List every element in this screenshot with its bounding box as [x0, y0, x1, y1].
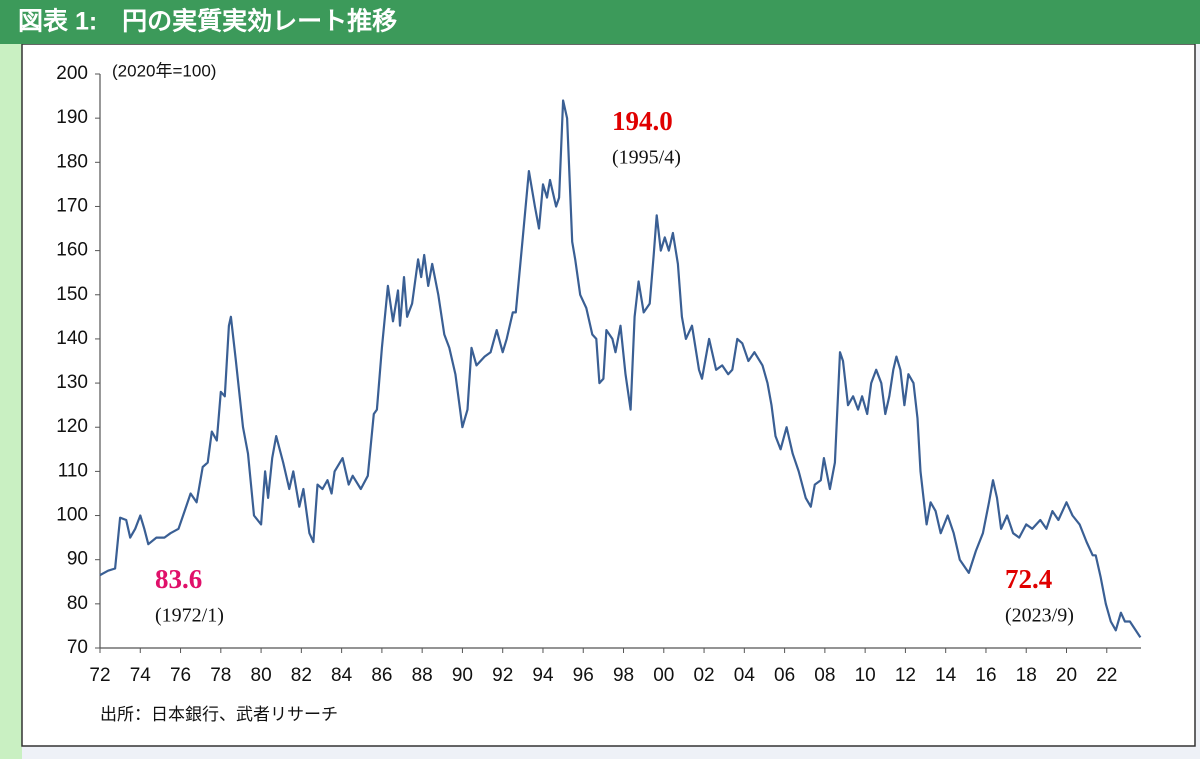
- y-tick-label: 190: [56, 107, 88, 128]
- x-tick-label: 98: [613, 665, 634, 686]
- y-tick-label: 80: [67, 593, 88, 614]
- title-bar: [0, 0, 1200, 44]
- y-tick-label: 200: [56, 63, 88, 84]
- x-tick-label: 94: [532, 665, 554, 686]
- x-tick-label: 22: [1096, 665, 1117, 686]
- annotation-date: (1995/4): [612, 147, 681, 169]
- x-tick-label: 72: [89, 665, 110, 686]
- x-tick-label: 20: [1056, 665, 1077, 686]
- annotation-date: (1972/1): [155, 605, 224, 627]
- x-tick-label: 90: [452, 665, 473, 686]
- x-tick-label: 04: [734, 665, 756, 686]
- unit-label: (2020年=100): [112, 61, 216, 80]
- x-tick-label: 74: [130, 665, 152, 686]
- x-tick-label: 82: [291, 665, 312, 686]
- x-tick-label: 86: [371, 665, 392, 686]
- x-tick-label: 80: [251, 665, 272, 686]
- x-tick-label: 00: [653, 665, 674, 686]
- annotation-value: 83.6: [155, 564, 202, 594]
- y-tick-label: 70: [67, 637, 88, 658]
- chart-title: 図表 1: 円の実質実効レート推移: [18, 7, 397, 36]
- chart-frame: [21, 43, 1196, 747]
- x-tick-label: 14: [935, 665, 957, 686]
- x-tick-label: 16: [975, 665, 996, 686]
- x-tick-label: 76: [170, 665, 191, 686]
- annotation-date: (2023/9): [1005, 605, 1074, 627]
- x-tick-label: 18: [1016, 665, 1037, 686]
- x-tick-label: 84: [331, 665, 353, 686]
- x-tick-label: 08: [814, 665, 835, 686]
- annotation-value: 72.4: [1005, 564, 1052, 594]
- line-series: [99, 99, 1142, 639]
- x-tick-label: 92: [492, 665, 513, 686]
- x-tick-label: 10: [855, 665, 876, 686]
- y-tick-label: 130: [56, 372, 88, 393]
- y-tick-label: 180: [56, 151, 88, 172]
- y-tick-label: 100: [56, 505, 88, 526]
- y-tick-label: 140: [56, 328, 88, 349]
- y-tick-label: 110: [58, 460, 88, 481]
- x-tick-label: 12: [895, 665, 916, 686]
- source-note: 出所：日本銀行、武者リサーチ: [100, 705, 338, 724]
- left-strip: [0, 0, 22, 759]
- x-tick-label: 02: [693, 665, 714, 686]
- annotation-value: 194.0: [612, 106, 673, 136]
- x-tick-label: 88: [412, 665, 433, 686]
- y-tick-label: 160: [56, 240, 88, 261]
- y-tick-label: 170: [56, 195, 88, 216]
- x-tick-label: 96: [573, 665, 594, 686]
- x-tick-label: 78: [210, 665, 231, 686]
- x-tick-label: 06: [774, 665, 795, 686]
- y-tick-label: 90: [67, 549, 88, 570]
- y-tick-label: 120: [56, 416, 88, 437]
- y-tick-label: 150: [56, 284, 88, 305]
